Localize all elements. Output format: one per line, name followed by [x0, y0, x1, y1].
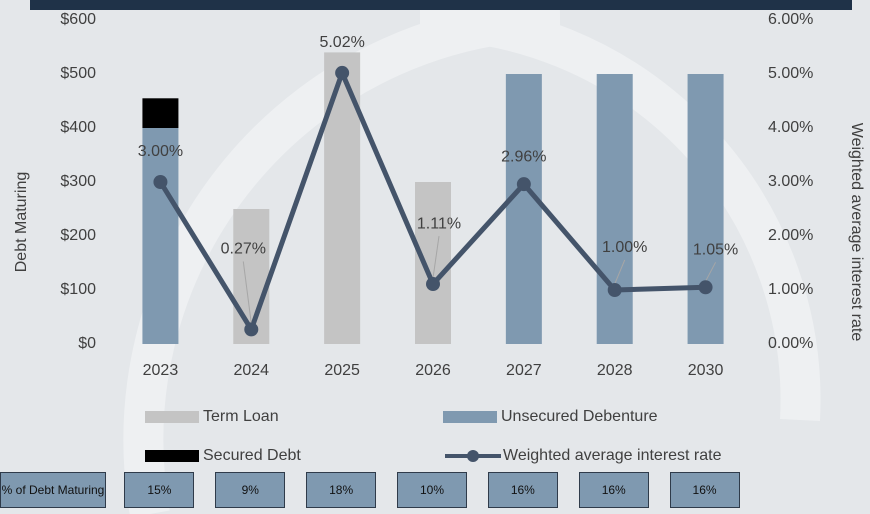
- y2-tick-label: 6.00%: [768, 11, 813, 28]
- x-tick-label: 2023: [143, 362, 179, 379]
- data-label: 2.96%: [501, 148, 546, 165]
- table-cell: 10%: [397, 472, 467, 508]
- legend-label: Unsecured Debenture: [501, 408, 658, 425]
- line-marker: [698, 280, 713, 295]
- table-cell: 9%: [215, 472, 286, 508]
- y-tick-label: $200: [60, 227, 96, 244]
- data-label: 3.00%: [138, 143, 183, 160]
- line-marker: [335, 65, 350, 80]
- data-label: 5.02%: [319, 34, 364, 51]
- table-cell: 16%: [578, 472, 649, 508]
- y-tick-label: $500: [60, 65, 96, 82]
- table-cell: 16%: [487, 472, 558, 508]
- data-label: 1.05%: [693, 242, 738, 259]
- y2-tick-label: 1.00%: [768, 281, 813, 298]
- y-tick-label: $400: [60, 119, 96, 136]
- bar: [687, 74, 724, 344]
- bar: [505, 74, 542, 344]
- leader-line: [432, 235, 440, 279]
- x-tick-label: 2024: [233, 362, 269, 379]
- legend-swatch: [145, 411, 199, 423]
- line-marker: [426, 277, 440, 292]
- legend-label: Term Loan: [203, 408, 279, 425]
- bar: [142, 98, 179, 128]
- data-label: 1.00%: [602, 239, 647, 256]
- x-tick-label: 2028: [597, 362, 633, 379]
- line-marker: [153, 175, 168, 189]
- table-cell: 15%: [124, 472, 195, 508]
- x-tick-label: 2026: [415, 362, 451, 379]
- y2-tick-label: 4.00%: [768, 119, 813, 136]
- y2-axis-label: Weighted average interest rate: [848, 123, 865, 342]
- x-tick-label: 2027: [506, 362, 542, 379]
- legend-label: Secured Debt: [203, 447, 301, 464]
- bar: [596, 74, 633, 344]
- y-axis-label: Debt Maturing: [13, 172, 30, 273]
- y2-tick-label: 2.00%: [768, 227, 813, 244]
- title-strip: [30, 0, 852, 10]
- leader-line: [614, 259, 626, 285]
- table-header: % of Debt Maturing: [0, 472, 106, 508]
- leader-line: [705, 262, 717, 282]
- line-marker: [244, 322, 259, 337]
- legend-swatch: [443, 411, 497, 423]
- data-label: 1.11%: [417, 215, 461, 232]
- data-label: 0.27%: [221, 241, 266, 258]
- x-tick-label: 2025: [324, 362, 360, 379]
- y2-tick-label: 5.00%: [768, 65, 813, 82]
- y-tick-label: $600: [60, 11, 96, 28]
- leader-line: [242, 261, 252, 324]
- y-tick-label: $100: [60, 281, 96, 298]
- y2-tick-label: 3.00%: [768, 173, 813, 190]
- y2-tick-label: 0.00%: [768, 335, 813, 352]
- bar: [415, 182, 451, 344]
- x-tick-label: 2030: [688, 362, 724, 379]
- y-tick-label: $0: [78, 335, 96, 352]
- table-cell: 18%: [306, 472, 377, 508]
- line-marker: [607, 283, 622, 297]
- legend-swatch: [467, 450, 479, 462]
- legend-label: Weighted average interest rate: [503, 447, 722, 464]
- legend-swatch: [145, 450, 199, 462]
- table-cell: 16%: [669, 472, 740, 508]
- line-marker: [516, 177, 531, 192]
- y-tick-label: $300: [60, 173, 96, 190]
- bar: [142, 128, 179, 344]
